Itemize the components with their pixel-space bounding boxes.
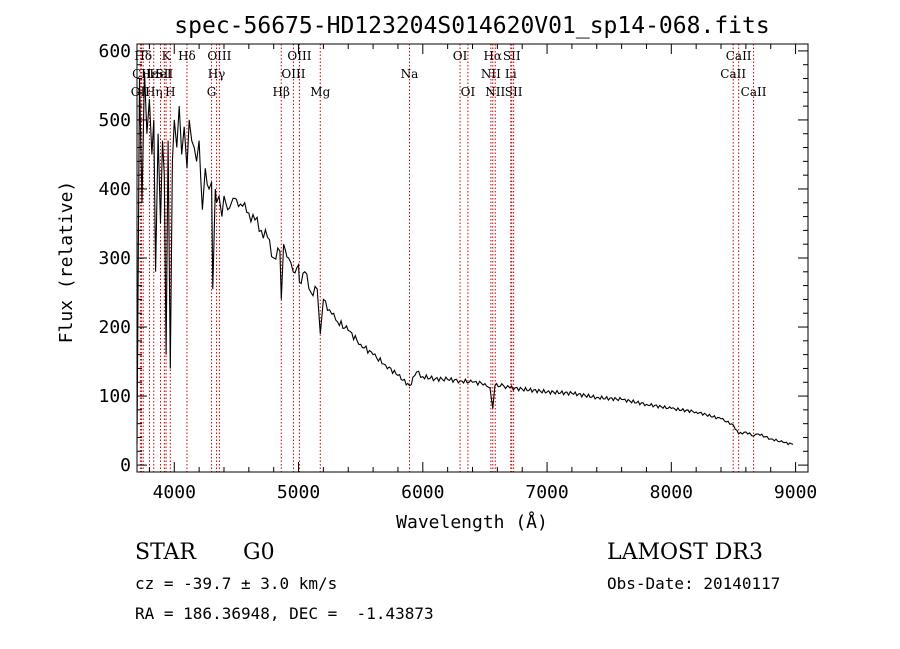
- x-tick-label-9000: 9000: [774, 482, 817, 503]
- line-label-28: CaII: [741, 85, 767, 99]
- line-label-17: Na: [401, 67, 419, 81]
- y-tick-label-300: 300: [98, 248, 131, 269]
- line-label-20: Hα: [483, 49, 502, 63]
- line-label-16: Mg: [310, 85, 330, 99]
- line-label-26: CaII: [726, 49, 752, 63]
- line-label-25: SII: [505, 85, 523, 99]
- line-label-19: OI: [461, 85, 476, 99]
- line-label-15: OIII: [281, 67, 305, 81]
- x-tick-label-7000: 7000: [525, 482, 568, 503]
- line-label-14: OIII: [287, 49, 311, 63]
- survey-release: LAMOST DR3: [607, 540, 763, 565]
- y-tick-label-400: 400: [98, 179, 131, 200]
- y-axis: 0 100 200 300 400 500 600: [98, 41, 808, 476]
- spectrum-line: [136, 71, 794, 446]
- observation-date: Obs-Date: 20140117: [607, 574, 781, 593]
- line-label-5: K: [162, 49, 172, 63]
- y-axis-label: Flux (relative): [56, 181, 77, 344]
- line-label-8: H: [165, 85, 175, 99]
- y-tick-label-200: 200: [98, 317, 131, 338]
- x-tick-label-4000: 4000: [153, 482, 196, 503]
- line-label-7: SII: [155, 67, 173, 81]
- line-label-11: Hγ: [208, 67, 226, 81]
- chart-title: spec-56675-HD123204S014620V01_sp14-068.f…: [174, 13, 769, 39]
- line-label-18: OI: [453, 49, 468, 63]
- redshift-velocity: cz = -39.7 ± 3.0 km/s: [135, 574, 338, 593]
- spectral-subclass: G0: [243, 540, 275, 565]
- x-tick-label-6000: 6000: [401, 482, 444, 503]
- line-label-27: CaII: [720, 67, 746, 81]
- line-label-0: Hδ: [134, 49, 152, 63]
- line-label-13: Hβ: [273, 85, 290, 99]
- y-tick-label-500: 500: [98, 110, 131, 131]
- x-tick-label-5000: 5000: [277, 482, 320, 503]
- line-label-12: G: [207, 85, 217, 99]
- line-label-4: Hη: [145, 85, 163, 99]
- line-label-22: NII: [481, 67, 501, 81]
- y-tick-label-0: 0: [120, 455, 131, 476]
- line-label-10: OIII: [207, 49, 231, 63]
- spectrum-chart: spec-56675-HD123204S014620V01_sp14-068.f…: [56, 13, 817, 533]
- x-axis: 4000 5000 6000 7000 8000 9000: [148, 44, 817, 503]
- plot-frame: [136, 43, 809, 473]
- line-label-6: HeI: [149, 67, 172, 81]
- object-class: STAR: [135, 540, 196, 565]
- line-label-21: SII: [503, 49, 521, 63]
- line-label-9: Hδ: [178, 49, 196, 63]
- y-tick-label-100: 100: [98, 386, 131, 407]
- line-label-24: NII: [485, 85, 505, 99]
- x-axis-label: Wavelength (Å): [396, 511, 548, 533]
- y-tick-label-600: 600: [98, 41, 131, 62]
- line-label-23: Li: [505, 67, 517, 81]
- x-tick-label-8000: 8000: [650, 482, 693, 503]
- coordinates: RA = 186.36948, DEC = -1.43873: [135, 604, 434, 623]
